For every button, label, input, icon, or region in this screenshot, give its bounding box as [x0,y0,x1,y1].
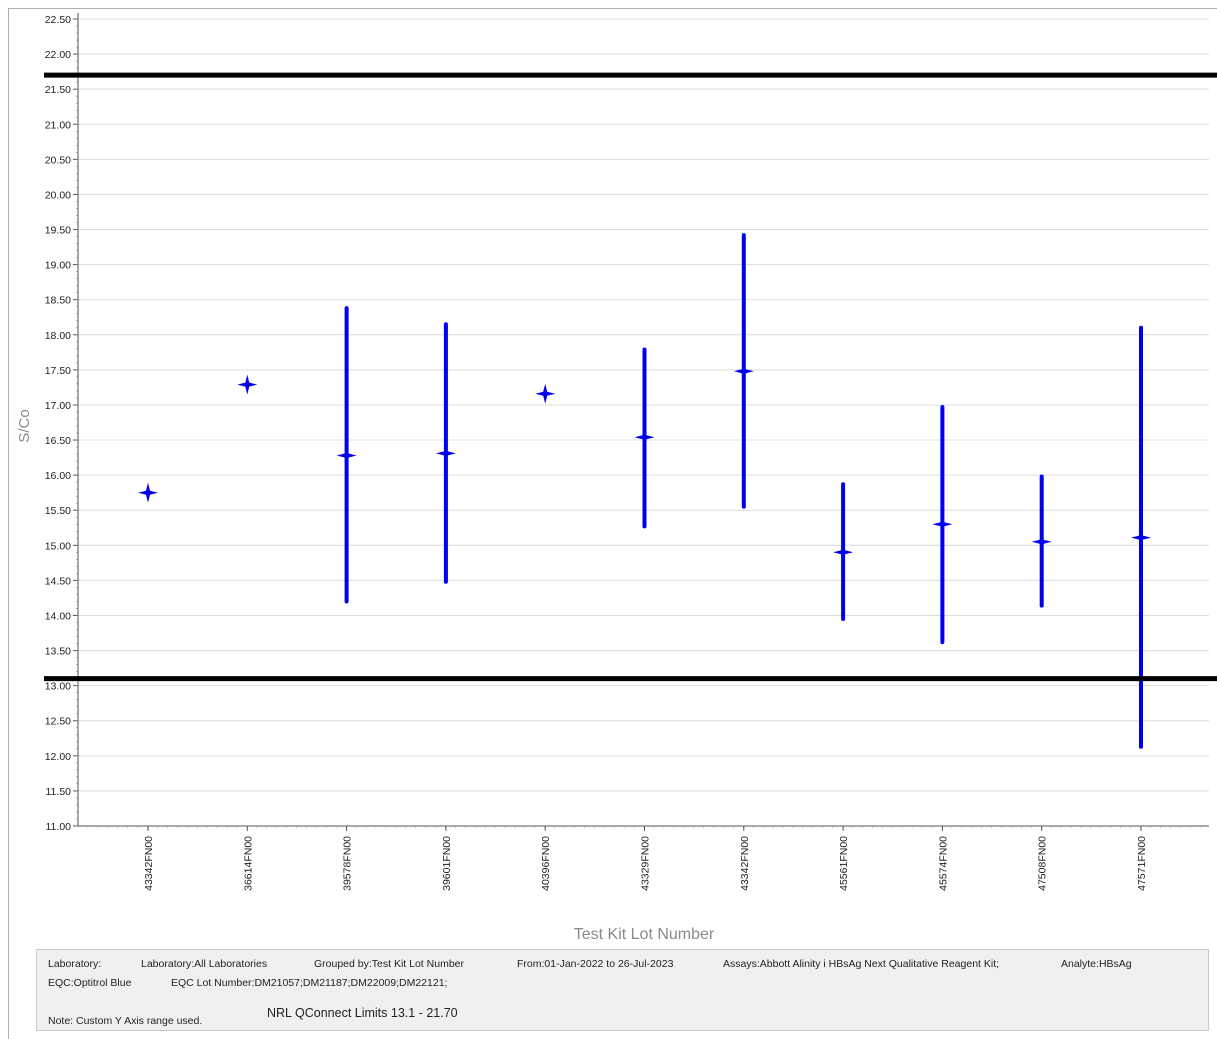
y-tick-label: 11.00 [46,821,72,833]
y-tick-label: 16.50 [45,435,71,447]
eqc: EQC:Optitrol Blue [48,977,132,989]
y-tick-label: 12.50 [45,716,71,728]
y-tick-label: 22.00 [45,49,71,61]
mean-marker [237,374,258,395]
mean-marker [733,361,754,382]
x-tick-label: 40396FN00 [540,836,552,891]
mean-marker [1131,527,1151,548]
chart-frame [8,8,1217,1039]
reference-lines [44,72,1217,682]
x-tick-label: 45574FN00 [937,836,949,891]
y-tick-label: 13.50 [45,646,71,658]
analyte: Analyte:HBsAg [1061,958,1132,970]
chart-footer: Laboratory: Laboratory:All Laboratories … [36,949,1209,1031]
y-tick-label: 14.50 [45,575,71,587]
mean-marker [336,445,357,466]
y-tick-label: 21.00 [45,119,71,131]
y-axis-title: S/Co [16,409,33,442]
y-tick-label: 16.00 [45,470,71,482]
laboratory-label: Laboratory: [48,958,102,970]
limits-note: NRL QConnect Limits 13.1 - 21.70 [267,1006,458,1020]
grouped-by: Grouped by:Test Kit Lot Number [314,958,464,970]
y-tick-label: 17.00 [45,400,71,412]
chart: 11.00 11.50 12.00 12.50 13.00 13.50 14.00 14.50… [16,13,1217,943]
mean-marker [535,383,556,404]
x-tick-label: 43329FN00 [640,836,652,891]
x-tick-label: 43342FN00 [143,836,155,891]
y-tick-label: 15.50 [45,505,71,517]
x-tick-label: 47508FN00 [1037,836,1049,891]
mean-marker [634,427,655,448]
y-tick-label: 20.50 [45,154,71,166]
mean-marker [932,514,953,535]
x-tick-label: 36614FN00 [242,836,254,891]
x-axis: 43342FN00 36614FN00 39578FN00 39601FN00 4039… [77,825,1209,891]
eqc-lot-number: EQC Lot Number:DM21057;DM21187;DM22009;D… [171,977,448,989]
mean-marker [435,443,456,464]
laboratory-value: Laboratory:All Laboratories [141,958,268,970]
x-tick-label: 45561FN00 [838,836,850,891]
y-tick-label: 15.00 [45,540,71,552]
error-bars [138,233,1151,749]
y-tick-label: 19.50 [45,225,71,237]
y-axis: 11.00 11.50 12.00 12.50 13.00 13.50 14.00 14.50… [45,13,79,833]
y-tick-label: 22.50 [45,14,71,26]
y-tick-label: 20.00 [45,189,71,201]
x-tick-label: 39601FN00 [441,836,453,891]
x-tick-label: 47571FN00 [1136,836,1148,891]
mean-marker [1031,531,1052,552]
assays: Assays:Abbott Alinity i HBsAg Next Quali… [723,958,1000,970]
x-tick-label: 43342FN00 [739,836,751,891]
y-tick-label: 17.50 [45,365,71,377]
y-tick-label: 14.00 [45,610,71,622]
x-axis-title: Test Kit Lot Number [574,926,715,943]
y-tick-label: 18.50 [45,295,71,307]
y-tick-label: 13.00 [45,681,71,693]
x-tick-label: 39578FN00 [342,836,354,891]
y-tick-label: 21.50 [45,84,71,96]
y-tick-label: 12.00 [45,751,71,763]
y-tick-label: 19.00 [45,260,71,272]
y-tick-label: 11.50 [46,786,72,798]
date-range: From:01-Jan-2022 to 26-Jul-2023 [517,958,674,970]
y-tick-label: 18.00 [45,330,71,342]
axis-note: Note: Custom Y Axis range used. [48,1015,203,1027]
mean-marker [138,482,158,503]
mean-marker [833,542,854,563]
